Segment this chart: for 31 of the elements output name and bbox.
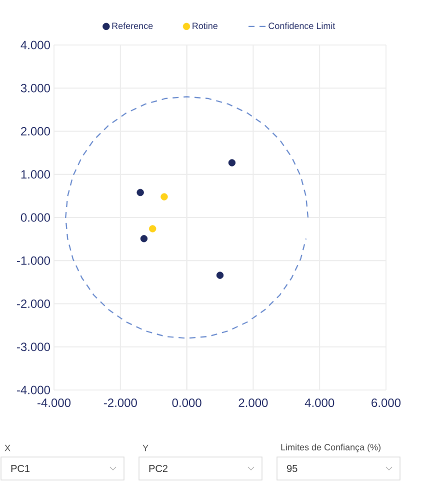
y-tick-label: -3.000 [16, 342, 50, 352]
y-tick-label: 0.000 [20, 213, 50, 222]
legend-label: Confidence Limit [268, 22, 336, 30]
point [136, 188, 144, 196]
y-tick-label: 4.000 [20, 40, 50, 50]
text: X [4, 444, 10, 452]
text: PC1 [11, 464, 30, 472]
x-tick-label: 4.000 [304, 398, 334, 408]
legend-label: Reference [112, 22, 153, 30]
point [140, 235, 148, 242]
text: Limites de Confiança (%) [281, 444, 381, 452]
point [216, 272, 224, 279]
x-tick-label: -4.000 [38, 398, 71, 408]
y-tick-label: -4.000 [16, 386, 50, 394]
x-tick-label: 6.000 [372, 398, 401, 408]
point [228, 159, 236, 166]
y-tick-label: 3.000 [20, 84, 50, 92]
x-tick-label: 2.000 [238, 398, 268, 408]
y-tick-label: 1.000 [21, 170, 50, 179]
point [160, 193, 168, 200]
x-tick-label: -2.000 [104, 398, 137, 408]
text: Y [142, 444, 148, 452]
x-tick-label: 0.000 [172, 398, 202, 408]
y-tick-label: 2.000 [21, 127, 50, 136]
line-series [65, 96, 309, 339]
y-tick-label: -1.000 [16, 256, 50, 265]
legend-label: Rotine [192, 22, 218, 30]
point [149, 225, 156, 232]
text: 95 [287, 464, 298, 472]
y-tick-label: -2.000 [16, 300, 50, 308]
text: PC2 [149, 464, 168, 472]
